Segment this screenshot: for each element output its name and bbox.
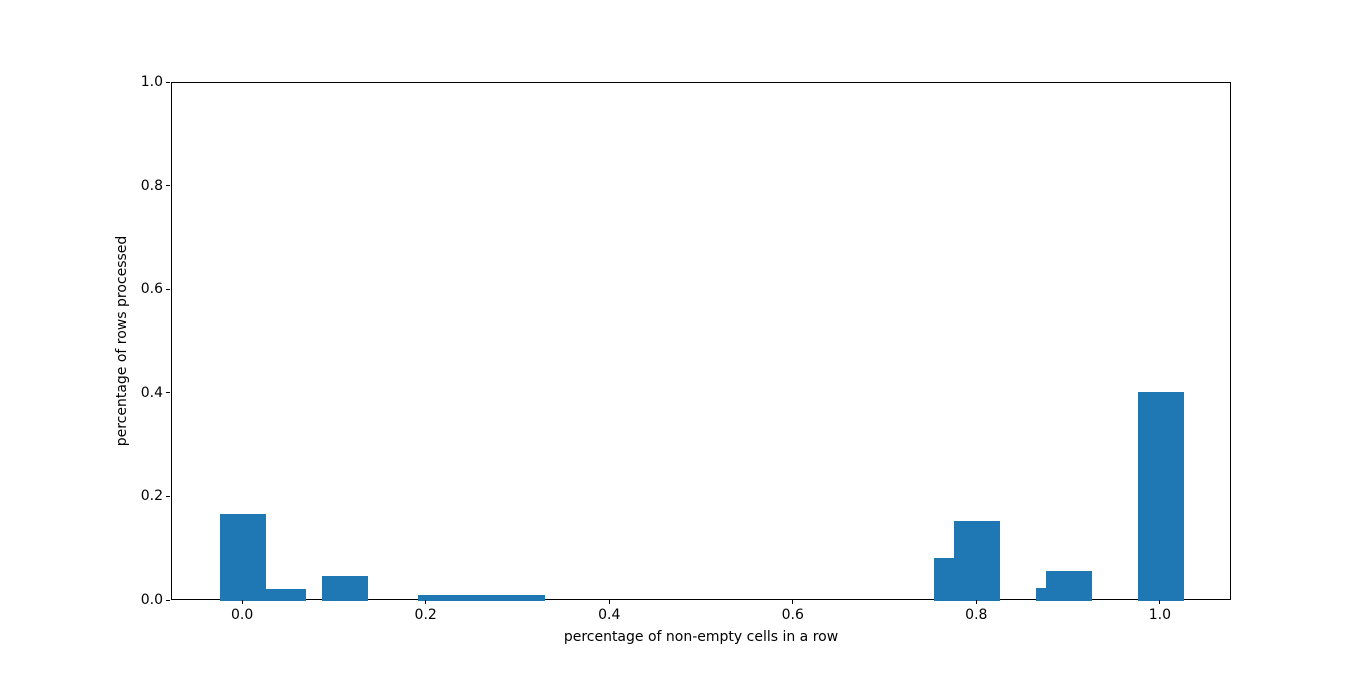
y-tick-label: 0.4 — [140, 384, 163, 401]
y-tick-label: 0.2 — [140, 488, 163, 505]
y-tick-mark — [166, 495, 170, 497]
y-tick-mark — [166, 288, 170, 290]
y-tick-label: 0.6 — [140, 281, 163, 298]
plot-area — [171, 82, 1231, 601]
histogram-bar — [1137, 391, 1184, 601]
y-tick-mark — [166, 392, 170, 394]
y-tick-label: 0.8 — [140, 177, 163, 194]
histogram-bar — [934, 558, 955, 601]
x-tick-mark — [1159, 600, 1161, 604]
histogram-bar — [1036, 588, 1047, 601]
y-tick-mark — [166, 81, 170, 83]
x-tick-label: 0.8 — [965, 607, 988, 623]
x-tick-mark — [425, 600, 427, 604]
histogram-bar — [322, 575, 368, 601]
x-tick-mark — [975, 600, 977, 604]
y-tick-label: 0.0 — [140, 592, 163, 608]
y-axis-label: percentage of rows processed — [114, 235, 130, 447]
x-tick-label: 1.0 — [1148, 607, 1171, 623]
x-tick-mark — [792, 600, 794, 604]
y-tick-label: 1.0 — [140, 74, 163, 90]
x-tick-label: 0.2 — [414, 607, 437, 623]
x-tick-label: 0.0 — [230, 607, 254, 623]
histogram-bar — [954, 521, 1001, 601]
histogram-bars — [172, 83, 1230, 601]
y-tick-mark — [166, 185, 170, 187]
x-tick-mark — [608, 600, 610, 604]
histogram-bar — [220, 513, 267, 601]
y-tick-mark — [166, 599, 170, 601]
x-tick-mark — [241, 600, 243, 604]
x-tick-label: 0.4 — [598, 607, 621, 623]
histogram-bar — [266, 588, 306, 601]
x-axis-label: percentage of non-empty cells in a row — [563, 629, 839, 645]
x-tick-label: 0.6 — [781, 607, 804, 623]
histogram-bar — [1046, 570, 1093, 601]
histogram-bar — [418, 595, 546, 601]
